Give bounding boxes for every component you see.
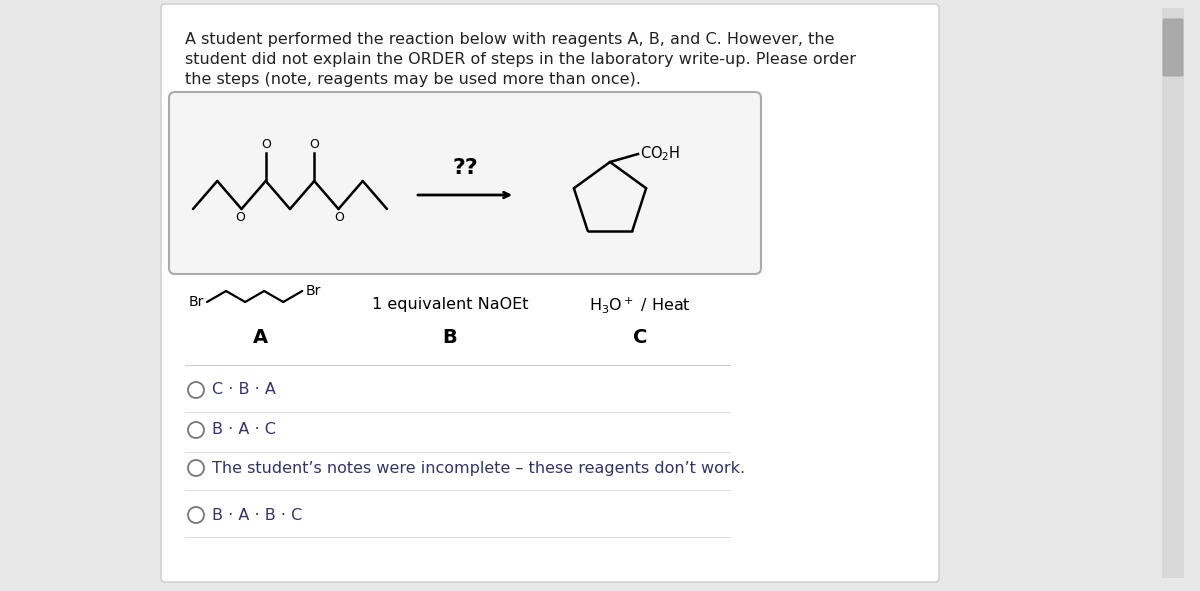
Text: CO$_2$H: CO$_2$H — [640, 145, 680, 163]
Text: student did not explain the ORDER of steps in the laboratory write-up. Please or: student did not explain the ORDER of ste… — [185, 52, 856, 67]
Text: O: O — [310, 138, 319, 151]
Text: C · B · A: C · B · A — [212, 382, 276, 398]
Text: O: O — [260, 138, 271, 151]
FancyBboxPatch shape — [1162, 8, 1184, 578]
Text: The student’s notes were incomplete – these reagents don’t work.: The student’s notes were incomplete – th… — [212, 460, 745, 476]
Text: O: O — [235, 211, 246, 224]
Text: H$_3$O$^+$ / Heat: H$_3$O$^+$ / Heat — [589, 295, 691, 315]
Text: A student performed the reaction below with reagents A, B, and C. However, the: A student performed the reaction below w… — [185, 32, 834, 47]
Text: ??: ?? — [452, 158, 478, 178]
Text: the steps (note, reagents may be used more than once).: the steps (note, reagents may be used mo… — [185, 72, 641, 87]
Text: B · A · C: B · A · C — [212, 423, 276, 437]
FancyBboxPatch shape — [1163, 19, 1183, 76]
Text: B · A · B · C: B · A · B · C — [212, 508, 302, 522]
FancyBboxPatch shape — [169, 92, 761, 274]
Text: Br: Br — [188, 295, 204, 309]
Text: C: C — [632, 328, 647, 347]
FancyBboxPatch shape — [161, 4, 940, 582]
Text: Br: Br — [305, 284, 320, 298]
Text: 1 equivalent NaOEt: 1 equivalent NaOEt — [372, 297, 528, 313]
Text: B: B — [443, 328, 457, 347]
Text: O: O — [335, 211, 344, 224]
Text: A: A — [252, 328, 268, 347]
